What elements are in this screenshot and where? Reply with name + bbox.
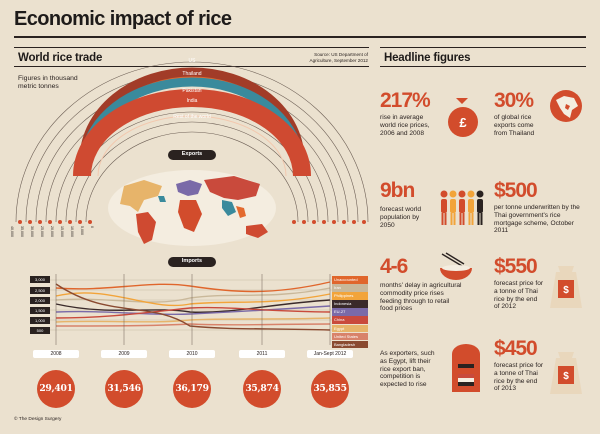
import-lines	[55, 281, 331, 331]
total-circle: 35,874	[243, 370, 281, 408]
total-circle: 36,179	[173, 370, 211, 408]
importer-philippines: Philippines	[332, 292, 368, 300]
year-label: Jan-Sept 2012	[307, 350, 353, 358]
line-indonesia	[55, 299, 331, 313]
year-label: 2010	[169, 350, 215, 358]
rice-sack-icon: $	[550, 266, 582, 308]
headline-text: per tonne underwritten by the Thai gover…	[494, 204, 580, 235]
trade-subrule	[14, 66, 369, 67]
headline-section-title: Headline figures	[384, 52, 471, 64]
band-divider	[97, 115, 287, 177]
importer-china: China	[332, 316, 368, 324]
line-egypt	[55, 317, 331, 323]
headline-figure: 4-6	[380, 255, 408, 278]
imports-pill	[168, 257, 216, 267]
world-map	[108, 170, 276, 246]
importer-legend: Unaccounted Iran Philippines Indonesia E…	[332, 276, 368, 349]
trade-rule	[14, 47, 369, 48]
importer-indonesia: Indonesia	[332, 300, 368, 308]
headline-text: As exporters, such as Egypt, lift their …	[380, 350, 435, 389]
line-iran	[55, 287, 331, 303]
headline-figure: 9bn	[380, 179, 415, 202]
headline-text: forecast price for a tonne of Thai rice …	[494, 280, 544, 311]
year-label: 2011	[239, 350, 285, 358]
line-unaccounted	[55, 281, 331, 293]
people-icon	[440, 190, 484, 225]
headline-figure: $550	[494, 255, 538, 278]
importer-egypt: Egypt	[332, 324, 368, 333]
exporter-label-us: US	[188, 58, 196, 64]
import-tick: 500	[30, 327, 50, 334]
scale-tick: 0	[90, 226, 94, 228]
importer-eu: EU-27	[332, 308, 368, 316]
importer-unaccounted: Unaccounted	[332, 276, 368, 284]
scale-tick: 20,000	[50, 226, 54, 237]
svg-text:$: $	[563, 285, 569, 296]
exporter-label-india: India	[186, 98, 198, 104]
top-rule	[14, 36, 586, 38]
trade-section-title: World rice trade	[18, 52, 103, 64]
total-circle: 35,855	[311, 370, 349, 408]
headline-text: of global rice exports come from Thailan…	[494, 114, 535, 137]
import-tick: 1,500	[30, 307, 50, 314]
exports-label: Exports	[181, 151, 203, 157]
line-philippines	[55, 292, 331, 307]
band-pakistan	[79, 67, 305, 161]
year-label: 2008	[33, 350, 79, 358]
headline-rule	[380, 47, 586, 48]
line-china	[55, 306, 331, 319]
band-rest	[73, 89, 311, 177]
headline-figure: $500	[494, 179, 538, 202]
headline-figure: 217%	[380, 89, 431, 112]
units-note: Figures in thousand metric tonnes	[18, 75, 78, 90]
importer-us: United States	[332, 332, 368, 341]
importer-bangladesh: Bangladesh	[332, 340, 368, 349]
exports-pill	[168, 150, 216, 160]
headline-subrule	[380, 66, 586, 67]
scale-tick: 25,000	[40, 226, 44, 237]
total-circle: 29,401	[37, 370, 75, 408]
scale-tick: 15,000	[60, 226, 64, 237]
globe-thailand-icon	[550, 90, 582, 122]
scale-tick: 5,000	[80, 226, 84, 235]
scale-tick: 10,000	[70, 226, 74, 237]
headline-text: months' delay in agricultural commodity …	[380, 282, 462, 313]
money-bag-icon: £	[448, 98, 478, 137]
import-grid	[50, 279, 340, 331]
exporter-label-rest: Rest of the world	[173, 114, 211, 120]
rice-sack-icon: $	[550, 352, 582, 394]
export-bands	[73, 67, 311, 177]
headline-figure: $450	[494, 337, 538, 360]
total-circle: 31,546	[105, 370, 143, 408]
page-title: Economic impact of rice	[14, 8, 232, 30]
line-bangladesh	[55, 283, 331, 331]
svg-text:£: £	[459, 115, 467, 130]
line-us	[55, 323, 331, 327]
importer-iran: Iran	[332, 284, 368, 292]
rice-bowl-icon	[440, 252, 472, 280]
exporter-label-pakistan: Pakistan	[182, 88, 202, 94]
headline-text: forecast price for a tonne of Thai rice …	[494, 362, 544, 393]
line-eu	[55, 305, 331, 316]
svg-text:$: $	[563, 371, 569, 382]
import-tick: 2,000	[30, 297, 50, 304]
import-tick: 3,000	[30, 276, 50, 283]
postbox-egypt-icon	[452, 344, 480, 392]
exporter-label-thailand: Thailand	[182, 71, 202, 77]
scale-tick: 35,000	[20, 226, 24, 237]
headline-figure: 30%	[494, 89, 534, 112]
source-note: Source: US Department of Agriculture, Se…	[309, 52, 368, 63]
imports-label: Imports	[181, 258, 203, 264]
import-tick: 1,000	[30, 317, 50, 324]
headline-text: rise in average world rice prices, 2006 …	[380, 114, 430, 137]
scale-tick: 40,000	[10, 226, 14, 237]
headline-text: forecast world population by 2050	[380, 206, 422, 229]
credit: © The Design Surgery	[14, 417, 62, 422]
scale-tick: 30,000	[30, 226, 34, 237]
import-tick: 2,500	[30, 287, 50, 294]
year-label: 2009	[101, 350, 147, 358]
scale-dots	[18, 220, 366, 224]
year-connectors	[55, 274, 331, 345]
